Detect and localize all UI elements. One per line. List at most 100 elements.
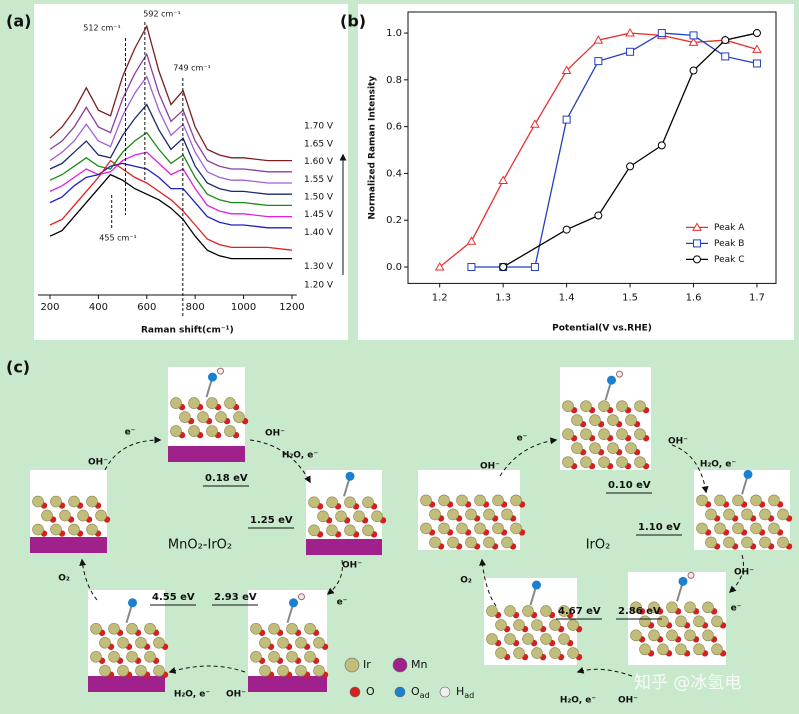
ir-atom [317,510,329,523]
ir-atom [562,428,574,440]
ir-atom [531,619,543,631]
marker [562,115,571,124]
marker [593,35,604,44]
ir-atom [492,494,504,507]
ir-atom [549,619,561,631]
ir-atom [144,622,156,635]
mn-layer [168,446,245,462]
ir-atom [598,428,610,440]
energy-label: 4.55 eV [152,592,195,603]
ir-atom [750,522,762,535]
legend-atom [394,686,406,698]
step-label: H₂O, e⁻ [560,696,597,706]
ir-atom [135,636,147,649]
x-axis-label: Potential(V vs.RHE) [552,324,652,334]
x-tick-label: 1.7 [749,292,765,303]
o-ad-atom [607,375,616,385]
ir-atom [188,397,200,409]
x-axis-label: Raman shift(cm⁻¹) [141,326,234,336]
series-line [471,32,758,268]
ir-atom [50,495,62,508]
ir-atom [549,647,561,659]
arrow [671,444,709,494]
ir-atom [657,643,669,656]
legend-label: Ir [363,658,371,671]
series-label: 1.40 V [304,228,334,238]
series-label: 1.50 V [304,192,334,202]
annotation: 592 cm⁻¹ [143,10,180,19]
ir-atom [501,508,513,521]
legend-label: Peak C [714,255,745,265]
watermark: 知乎 @冰氢电 [634,673,741,693]
ir-atom [714,522,726,535]
o-ad-atom [289,598,298,608]
arrow [104,436,162,471]
arrow [326,559,343,595]
marker [594,211,603,220]
panel-label: (a) [6,12,31,31]
series-label: 1.45 V [304,210,334,220]
ir-atom [304,650,316,663]
mn-layer [306,539,382,555]
marker [752,44,762,53]
spectrum [49,159,293,251]
spectrum [49,103,292,195]
x-tick-label: 1.4 [559,292,575,303]
ir-atom [675,615,687,628]
ir-atom [741,508,753,521]
series-label: 1.60 V [304,157,334,167]
ir-atom [571,442,583,454]
arrow [728,554,744,593]
ir-atom [170,397,182,409]
ir-atom [153,636,165,649]
mn-layer [88,676,165,692]
ir-atom [344,524,356,537]
ir-atom [456,522,468,535]
ir-atom [224,425,236,437]
ir-atom [188,425,200,437]
ir-atom [531,647,543,659]
ir-atom [483,536,495,549]
ir-atom [625,442,637,454]
ir-atom [59,509,71,522]
ir-atom [589,414,601,426]
legend-label: Peak B [714,239,744,249]
ir-atom [639,643,651,656]
o-ad-atom [678,576,688,586]
marker [693,255,701,264]
legend-base: Ir [363,658,371,671]
ir-atom [41,509,53,522]
ir-atom [295,664,307,677]
spectrum [49,24,292,162]
step-label: OH⁻ [618,696,638,706]
energy-label: 1.10 eV [638,522,681,533]
step-label: e⁻ [731,604,742,614]
legend-base: H [456,685,464,698]
ir-atom [250,650,262,663]
ir-atom [68,523,80,536]
legend-atom [344,657,360,673]
ir-atom [362,524,374,537]
series-label: 1.55 V [304,175,334,185]
legend-label: Peak A [714,223,745,233]
marker [626,47,635,56]
ir-atom [429,508,441,521]
ir-atom [522,633,534,645]
ir-atom [353,510,365,523]
marker [752,59,761,68]
ir-atom [558,633,570,645]
ir-atom [465,508,477,521]
ir-atom [447,536,459,549]
ir-atom [108,622,120,635]
ir-atom [429,536,441,549]
ir-atom [562,400,574,412]
ir-atom [522,605,534,617]
ir-atom [50,523,62,536]
ir-atom [438,522,450,535]
ir-atom [250,622,262,635]
marker [752,29,761,38]
spectrum [49,131,292,207]
y-tick-label: 1.0 [386,28,402,39]
ir-atom [108,650,120,663]
